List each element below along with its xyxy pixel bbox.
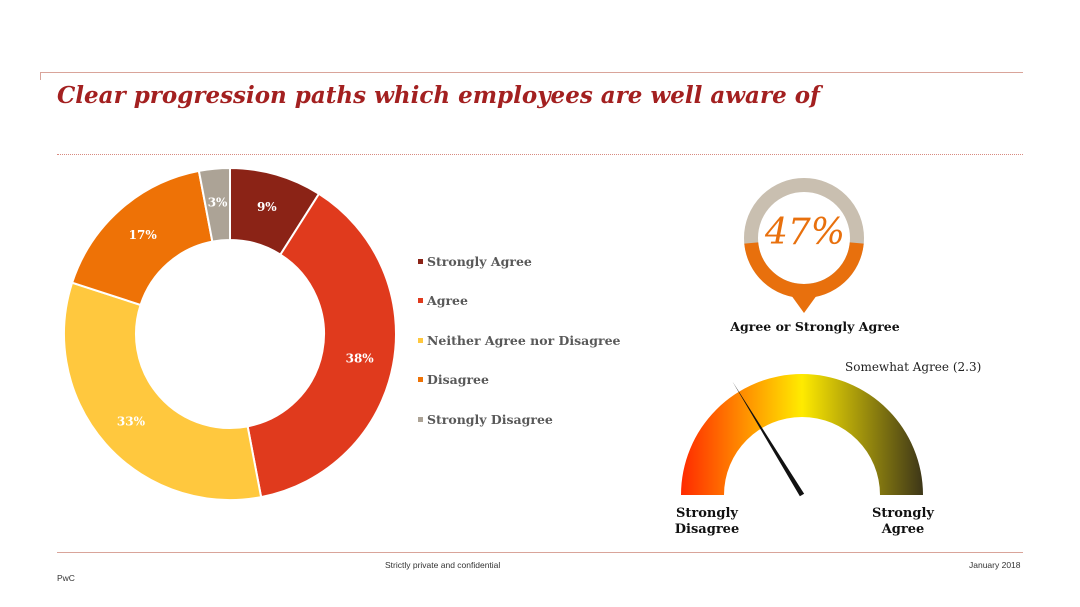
- donut-slice: [197, 166, 231, 243]
- footer-brand: PwC: [57, 573, 75, 583]
- legend-swatch: [418, 258, 423, 264]
- donut-slice: [246, 192, 397, 499]
- legend-item-strongly-agree: Strongly Agree: [418, 251, 620, 271]
- legend-swatch: [418, 416, 423, 422]
- legend-label: Neither Agree nor Disagree: [427, 332, 621, 348]
- kpi-value: 47%: [764, 212, 845, 253]
- top-rule: [40, 72, 1023, 73]
- donut-slice-label: 33%: [117, 414, 146, 428]
- legend-item-agree: Agree: [418, 291, 620, 311]
- donut-slice-label: 9%: [257, 200, 277, 214]
- donut-chart: 9% 38% 33% 17% 3%: [63, 166, 397, 501]
- gauge-needle: [732, 381, 805, 497]
- gauge-max-label: Strongly Agree: [872, 506, 934, 537]
- legend-label: Disagree: [427, 372, 489, 387]
- donut-slice-label: 38%: [346, 352, 375, 366]
- donut-slice-label: 17%: [129, 228, 158, 242]
- kpi-label: Agree or Strongly Agree: [730, 319, 900, 334]
- footer-rule: [57, 552, 1023, 553]
- legend-swatch: [418, 298, 423, 303]
- gauge-band: [681, 374, 923, 495]
- footer-date: January 2018: [969, 560, 1021, 570]
- legend-label: Strongly Disagree: [427, 411, 553, 427]
- footer-confidentiality: Strictly private and confidential: [385, 560, 501, 570]
- gauge-min-label: Strongly Disagree: [674, 506, 740, 537]
- kpi-ring-fill: [744, 242, 864, 298]
- donut-legend: Strongly Agree Agree Neither Agree nor D…: [418, 251, 620, 449]
- gauge-reading-label: Somewhat Agree (2.3): [845, 360, 982, 374]
- legend-swatch: [418, 337, 423, 343]
- legend-item-neither: Neither Agree nor Disagree: [418, 330, 620, 350]
- donut-slice: [63, 281, 263, 501]
- legend-item-disagree: Disagree: [418, 370, 620, 390]
- donut-slice-label: 3%: [208, 196, 228, 210]
- legend-item-strongly-disagree: Strongly Disagree: [418, 409, 620, 429]
- slide-title: Clear progression paths which employees …: [57, 82, 820, 109]
- legend-label: Strongly Agree: [427, 253, 532, 269]
- top-rule-tick: [40, 72, 41, 80]
- kpi-drop: [744, 178, 864, 313]
- legend-swatch: [418, 377, 423, 382]
- kpi-pointer: [791, 295, 817, 313]
- legend-label: Agree: [427, 293, 468, 308]
- title-divider: [57, 154, 1023, 155]
- gauge-chart: [681, 374, 923, 497]
